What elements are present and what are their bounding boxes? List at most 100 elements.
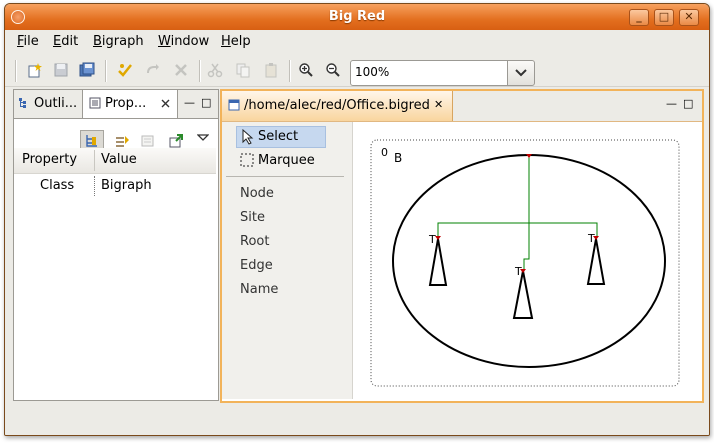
palette-item-edge[interactable]: Edge <box>240 258 273 273</box>
root-index-label: 0 <box>381 146 388 159</box>
cut-icon[interactable] <box>207 62 223 78</box>
port-label-t-left: T <box>429 233 436 246</box>
tool-palette: Select Marquee Node Site Root Edge Name <box>222 122 353 399</box>
menu-edit-mnemonic: E <box>53 34 62 49</box>
port-label-t-middle: T <box>515 265 522 278</box>
menu-edit[interactable]: Edit <box>53 34 78 49</box>
editor-close-icon[interactable]: ✕ <box>434 98 444 111</box>
column-divider[interactable] <box>94 150 95 171</box>
properties-table-header: Property Value <box>14 148 216 174</box>
restore-default-icon[interactable] <box>140 133 156 149</box>
table-row[interactable]: Class Bigraph <box>14 174 216 198</box>
palette-item-root[interactable]: Root <box>240 234 270 249</box>
tab-outline[interactable]: Outli... <box>14 90 82 117</box>
palette-select-label: Select <box>258 129 299 144</box>
save-icon[interactable] <box>53 62 69 78</box>
toolbar: 100% <box>5 54 709 87</box>
tab-office-bigred[interactable]: /home/alec/red/Office.bigred ✕ <box>222 91 453 121</box>
cell-divider <box>94 176 95 196</box>
title-bar[interactable]: Big Red _ □ ✕ <box>5 4 709 30</box>
editor-tab-label: /home/alec/red/Office.bigred <box>244 98 430 113</box>
categories-icon <box>86 135 97 147</box>
minimize-view-button[interactable]: — <box>184 96 195 109</box>
check-bigraph-icon[interactable] <box>117 62 133 78</box>
editor-panel: /home/alec/red/Office.bigred ✕ — □ Selec… <box>220 89 704 403</box>
editor-file-icon <box>228 99 240 111</box>
menu-bigraph-label: igraph <box>101 34 144 49</box>
palette-item-site[interactable]: Site <box>240 210 265 225</box>
status-bar <box>5 404 709 435</box>
maximize-view-button[interactable]: □ <box>201 96 212 109</box>
port-marker <box>526 154 532 158</box>
menu-file[interactable]: File <box>17 34 39 49</box>
show-categories-toggle[interactable] <box>80 130 104 152</box>
diagram-canvas[interactable]: 0 B T T T <box>353 122 702 399</box>
delete-icon[interactable] <box>173 62 189 78</box>
toolbar-separator <box>289 60 291 82</box>
close-button[interactable]: ✕ <box>679 9 699 26</box>
tab-outline-label: Outli... <box>34 96 78 111</box>
menu-file-mnemonic: F <box>17 34 24 49</box>
minimize-button[interactable]: _ <box>629 9 649 26</box>
filter-advanced-icon[interactable] <box>114 133 130 149</box>
menu-file-label: ile <box>23 34 39 49</box>
node-t-left[interactable] <box>428 238 448 286</box>
toolbar-separator <box>15 60 17 82</box>
root-region[interactable] <box>370 139 680 387</box>
tab-properties[interactable]: Prop... <box>82 90 178 118</box>
menu-window-mnemonic: W <box>158 34 171 49</box>
tab-properties-label: Prop... <box>105 96 147 111</box>
column-header-value[interactable]: Value <box>101 152 137 167</box>
palette-item-name[interactable]: Name <box>240 282 279 297</box>
zoom-combo-input[interactable]: 100% <box>350 60 510 86</box>
property-cell: Class <box>40 178 75 193</box>
node-t-right[interactable] <box>586 238 606 285</box>
editor-maximize-button[interactable]: □ <box>683 97 694 110</box>
new-file-icon[interactable] <box>27 62 43 78</box>
toolbar-separator <box>199 60 201 82</box>
palette-tool-marquee[interactable]: Marquee <box>236 151 336 171</box>
menu-bigraph[interactable]: Bigraph <box>93 34 144 49</box>
marquee-icon <box>240 153 254 167</box>
editor-minimize-button[interactable]: — <box>666 97 677 110</box>
window-title: Big Red <box>328 9 386 24</box>
menu-edit-label: dit <box>61 34 79 49</box>
menu-help[interactable]: Help <box>221 34 251 49</box>
node-b-label: B <box>394 151 403 165</box>
node-t-middle[interactable] <box>512 270 534 319</box>
window-menu-icon[interactable] <box>11 10 25 24</box>
palette-marquee-label: Marquee <box>258 153 315 168</box>
zoom-out-icon[interactable] <box>325 62 341 78</box>
close-icon[interactable] <box>161 99 170 108</box>
palette-tool-select[interactable]: Select <box>236 126 326 148</box>
menu-window-label: indow <box>170 34 210 49</box>
palette-divider <box>226 176 344 177</box>
chevron-down-icon <box>515 69 527 77</box>
pin-view-icon[interactable] <box>168 133 184 149</box>
zoom-dropdown-button[interactable] <box>507 60 535 86</box>
copy-icon[interactable] <box>235 62 251 78</box>
menu-window[interactable]: Window <box>158 34 209 49</box>
menu-bigraph-mnemonic: B <box>93 34 102 49</box>
view-menu-icon[interactable] <box>197 134 209 142</box>
properties-panel: Outli... Prop... — □ Property Value Clas… <box>13 89 219 401</box>
redo-icon[interactable] <box>145 62 161 78</box>
maximize-button[interactable]: □ <box>654 9 674 26</box>
zoom-value: 100% <box>355 65 390 79</box>
zoom-in-icon[interactable] <box>298 62 314 78</box>
column-header-property[interactable]: Property <box>22 152 78 167</box>
edge-link[interactable] <box>437 155 598 270</box>
save-all-icon[interactable] <box>79 62 95 78</box>
paste-icon[interactable] <box>263 62 279 78</box>
application-window: Big Red _ □ ✕ File Edit Bigraph Window H… <box>4 3 710 436</box>
editor-tabs: /home/alec/red/Office.bigred ✕ — □ <box>222 91 702 122</box>
value-cell: Bigraph <box>101 178 152 193</box>
menu-bar: File Edit Bigraph Window Help <box>5 30 709 52</box>
arrow-cursor-icon <box>242 129 254 145</box>
palette-item-node[interactable]: Node <box>240 186 274 201</box>
port-marker <box>593 236 599 240</box>
menu-help-label: elp <box>230 34 251 49</box>
toolbar-separator <box>105 60 107 82</box>
properties-icon <box>89 97 101 109</box>
outline-icon <box>19 98 26 108</box>
